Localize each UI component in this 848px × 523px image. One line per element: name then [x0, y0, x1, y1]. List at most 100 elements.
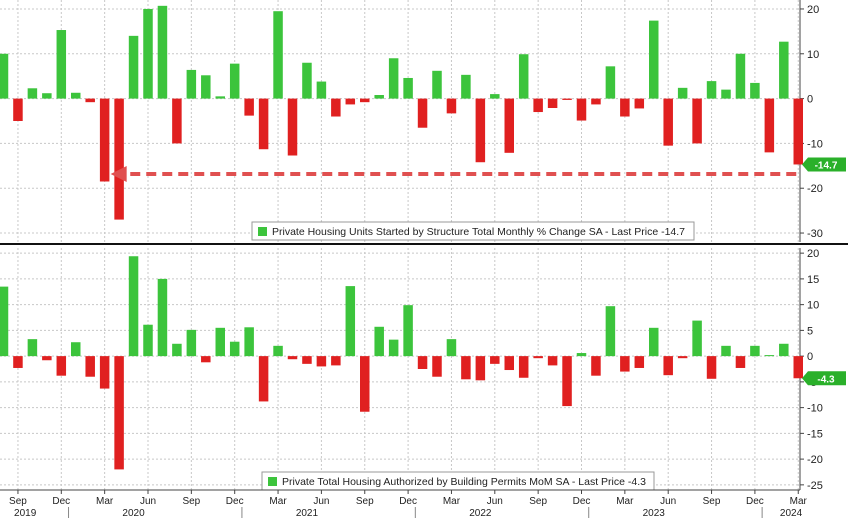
- bar-negative: [244, 98, 254, 116]
- x-year-label: 2022: [469, 508, 492, 518]
- bar-positive: [143, 324, 153, 357]
- bar-negative: [677, 356, 688, 359]
- bar-negative: [764, 98, 775, 153]
- bar-positive: [273, 11, 283, 99]
- y-tick-label: 10: [807, 300, 819, 312]
- bar-negative: [793, 98, 803, 165]
- bar-positive: [388, 58, 399, 99]
- x-tick-label: Sep: [356, 496, 374, 507]
- bar-negative: [735, 356, 746, 368]
- bar-negative: [258, 356, 269, 402]
- bar-negative: [533, 98, 543, 113]
- x-axis: Sep Dec Mar Jun Sep Dec Mar Jun Sep Dec Mar Jun Sep D…: [0, 489, 808, 519]
- bar-negative: [56, 356, 67, 376]
- bar-positive: [244, 327, 254, 357]
- bar-positive: [56, 30, 67, 99]
- bar-positive: [215, 96, 225, 99]
- bar-negative: [706, 356, 717, 379]
- x-tick-label: Mar: [790, 496, 808, 507]
- bar-positive: [27, 88, 38, 99]
- bar-positive: [649, 20, 659, 99]
- bar-positive: [157, 278, 168, 357]
- bar-negative: [634, 98, 645, 109]
- bar-positive: [721, 89, 731, 99]
- bar-positive: [229, 341, 240, 357]
- bar-negative: [576, 98, 587, 121]
- x-year-label: 2023: [643, 508, 666, 518]
- bar-negative: [99, 356, 110, 389]
- y-tick-label: 15: [807, 274, 819, 286]
- bar-negative: [562, 98, 572, 100]
- bar-negative: [475, 98, 486, 163]
- y-tick-label: -25: [807, 480, 823, 492]
- bar-negative: [13, 356, 23, 368]
- y-tick-label: 20: [807, 248, 819, 260]
- bar-positive: [157, 5, 168, 99]
- bar-negative: [490, 356, 500, 364]
- bar-negative: [331, 356, 341, 366]
- bar-positive: [446, 339, 457, 357]
- bar-negative: [316, 356, 327, 367]
- bar-positive: [764, 355, 775, 357]
- last-price-label: -14.7: [815, 160, 838, 171]
- bar-positive: [345, 286, 356, 357]
- bar-negative: [42, 356, 52, 361]
- x-tick-label: Sep: [703, 496, 721, 507]
- bar-positive: [706, 81, 717, 99]
- bar-negative: [302, 356, 312, 364]
- bar-negative: [85, 356, 95, 377]
- bar-negative: [547, 98, 558, 109]
- bar-positive: [721, 345, 731, 357]
- bar-negative: [518, 356, 529, 378]
- bar-negative: [663, 356, 673, 376]
- bar-negative: [562, 356, 572, 407]
- bar-positive: [490, 94, 500, 99]
- bar-negative: [533, 356, 543, 359]
- bar-positive: [172, 343, 182, 357]
- x-tick-label: Sep: [529, 496, 547, 507]
- bar-positive: [779, 343, 789, 357]
- bar-negative: [504, 356, 514, 371]
- x-tick-label: Dec: [399, 496, 417, 507]
- bar-positive: [750, 82, 760, 99]
- y-tick-label: 20: [807, 4, 819, 16]
- x-tick-label: Jun: [660, 496, 676, 507]
- y-tick-label: -30: [807, 228, 823, 240]
- legend-box: [251, 221, 695, 241]
- bar-positive: [71, 342, 81, 357]
- x-tick-label: Sep: [182, 496, 200, 507]
- last-price-label: -4.3: [817, 374, 835, 385]
- bar-positive: [71, 92, 81, 99]
- bar-positive: [27, 339, 38, 357]
- x-tick-label: Sep: [9, 496, 27, 507]
- bar-negative: [620, 356, 630, 372]
- bar-positive: [128, 256, 139, 357]
- y-tick-label: -15: [807, 428, 823, 440]
- bar-negative: [620, 98, 630, 117]
- y-tick-label: -20: [807, 454, 823, 466]
- x-tick-label: Mar: [616, 496, 634, 507]
- y-tick-label: 0: [807, 351, 813, 363]
- legend-swatch: [258, 227, 267, 236]
- bar-positive: [186, 69, 197, 99]
- x-tick-label: Jun: [313, 496, 329, 507]
- bar-positive: [605, 306, 616, 357]
- y-tick-label: -20: [807, 183, 823, 195]
- bar-positive: [0, 53, 9, 99]
- x-tick-label: Mar: [269, 496, 287, 507]
- bar-negative: [504, 98, 514, 153]
- bar-negative: [432, 356, 442, 377]
- bar-positive: [201, 75, 211, 99]
- legend-text: Private Housing Units Started by Structu…: [272, 226, 685, 238]
- bar-positive: [316, 81, 327, 99]
- bar-negative: [360, 356, 370, 412]
- bar-positive: [605, 66, 616, 99]
- bar-negative: [331, 98, 341, 117]
- bar-negative: [417, 356, 428, 369]
- bar-positive: [273, 345, 283, 357]
- x-year-label: 2019: [14, 508, 37, 518]
- bar-negative: [99, 98, 110, 182]
